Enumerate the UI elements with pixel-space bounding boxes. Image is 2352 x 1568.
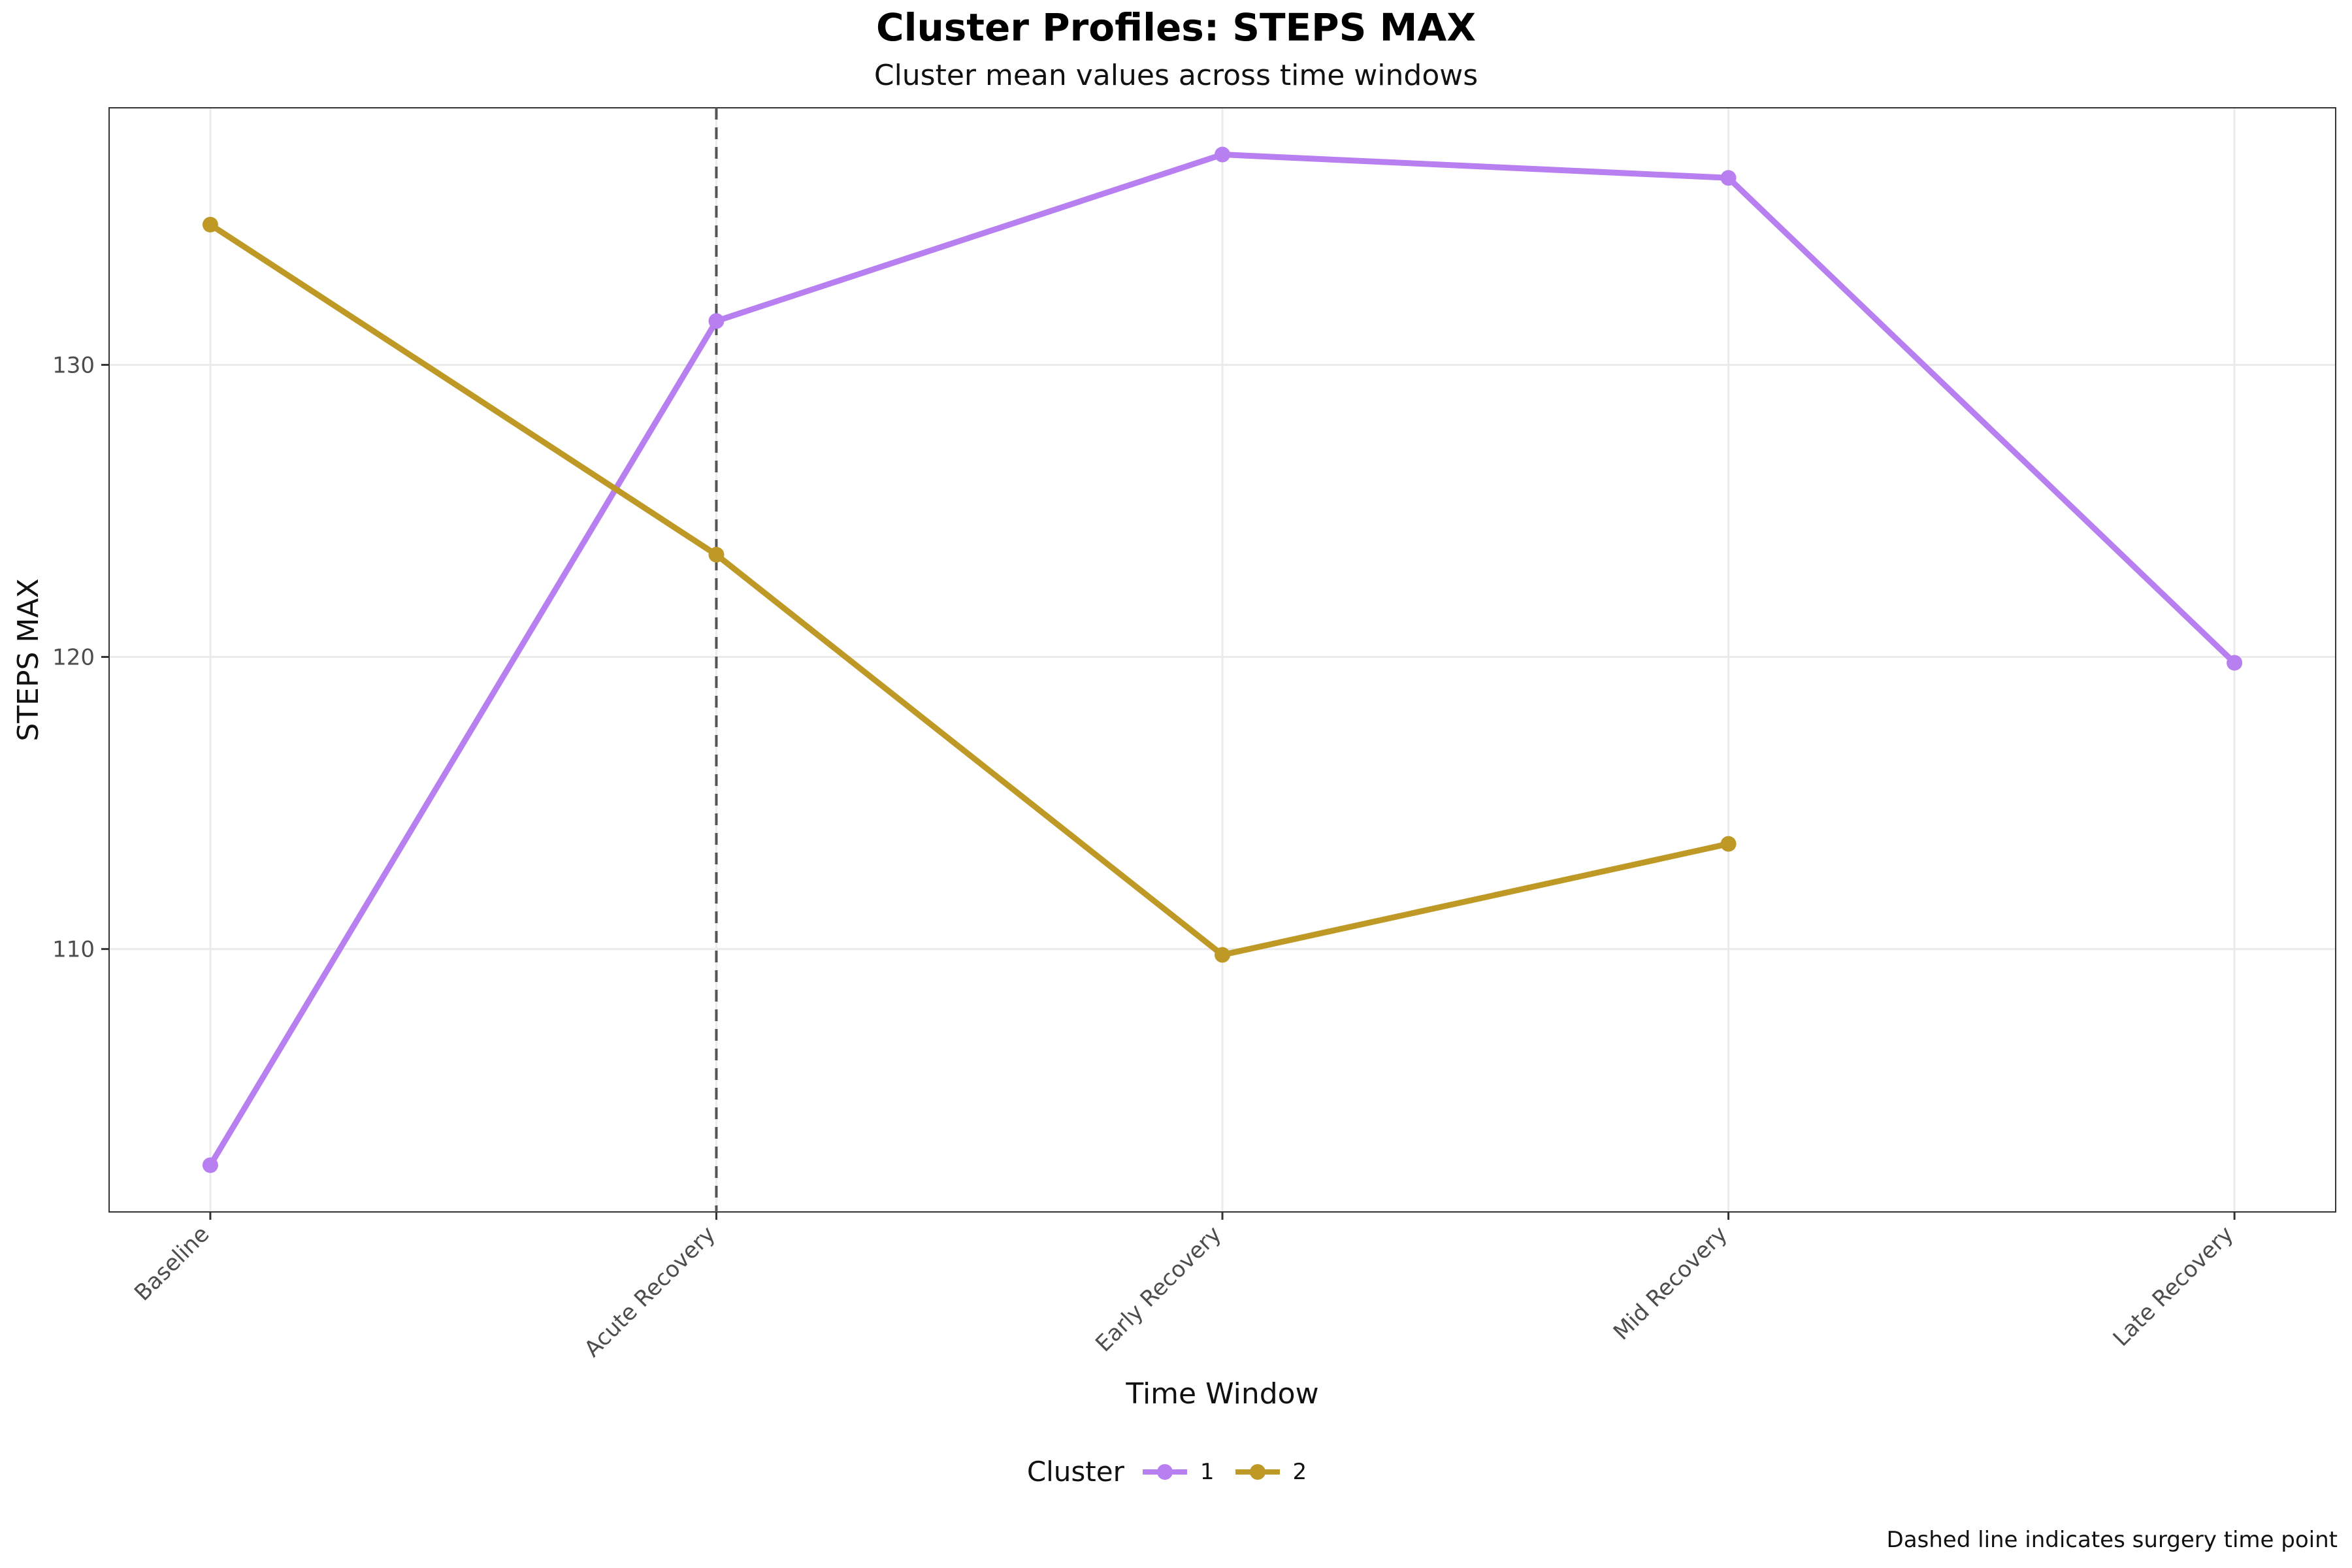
legend-title: Cluster (1026, 1456, 1124, 1488)
x-tick-label: Mid Recovery (1609, 1221, 1733, 1345)
data-point (1720, 170, 1737, 186)
x-tick-label: Early Recovery (1090, 1221, 1226, 1357)
y-tick-label: 110 (52, 937, 95, 963)
data-point (1215, 146, 1230, 163)
x-tick-label: Baseline (129, 1221, 214, 1306)
legend-key-1 (1142, 1463, 1187, 1480)
x-tick-label: Acute Recovery (580, 1221, 721, 1362)
axes: 110 120 130 Baseline Acute Recovery Early Rec… (52, 352, 2238, 1362)
y-axis-title: STEPS MAX (12, 578, 45, 741)
data-point (2227, 655, 2243, 671)
series-1 (202, 146, 2243, 1173)
chart-subtitle: Cluster mean values across time windows (874, 59, 1478, 92)
legend-label-2: 2 (1292, 1458, 1307, 1485)
grid-lines (109, 108, 2336, 1212)
data-point (708, 313, 725, 329)
y-tick-label: 130 (52, 352, 95, 378)
data-point (202, 1157, 218, 1173)
x-tick-label: Late Recovery (2108, 1221, 2239, 1352)
legend-key-2 (1235, 1463, 1280, 1480)
data-point (1215, 947, 1230, 963)
data-point (1720, 836, 1737, 852)
legend-label-1: 1 (1200, 1458, 1215, 1485)
y-tick-label: 120 (52, 645, 95, 671)
x-axis-title: Time Window (1125, 1377, 1318, 1411)
legend-item-1: 1 (1140, 1459, 1215, 1485)
legend-item-2: 2 (1233, 1459, 1307, 1485)
data-point (202, 216, 218, 233)
legend: Cluster 1 2 (0, 1456, 2352, 1488)
data-point (708, 547, 725, 563)
chart-caption: Dashed line indicates surgery time point (1886, 1527, 2338, 1553)
chart-title: Cluster Profiles: STEPS MAX (876, 5, 1476, 50)
series-2 (202, 216, 1737, 963)
series-line-2 (207, 221, 1732, 958)
series-layer (202, 146, 2243, 1173)
